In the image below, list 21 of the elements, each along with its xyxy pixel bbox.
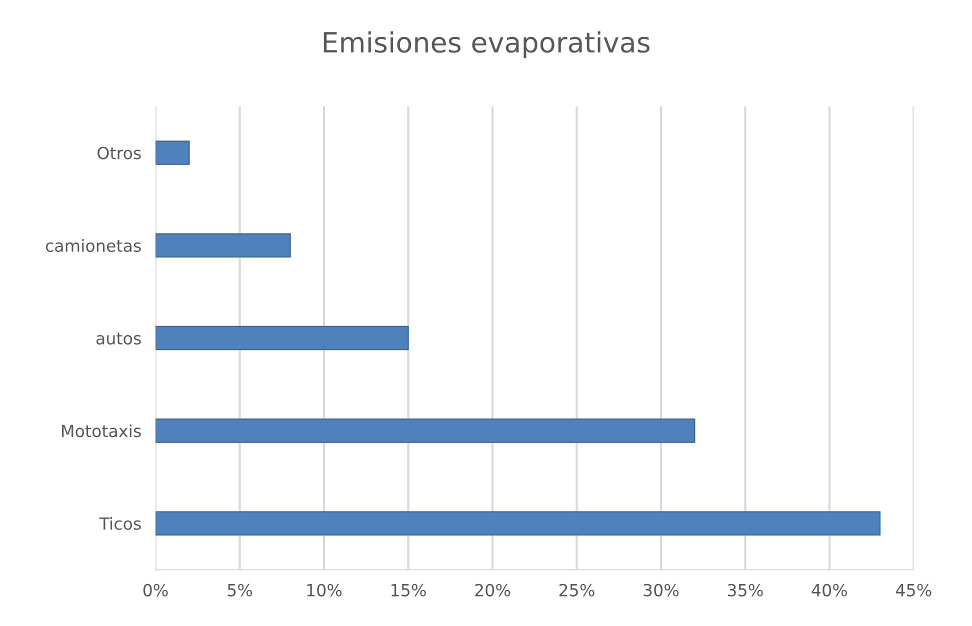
y-tick-label: Otros bbox=[98, 146, 141, 160]
chart-title: Emisiones evaporativas bbox=[324, 31, 650, 58]
x-tick-label: 20% bbox=[475, 584, 510, 596]
y-tick-label: camionetas bbox=[46, 239, 141, 252]
x-tick-label: 40% bbox=[812, 584, 848, 596]
y-tick-label: Ticos bbox=[99, 517, 141, 530]
bar bbox=[156, 140, 190, 165]
x-tick-label: 25% bbox=[559, 584, 594, 596]
x-tick-label: 45% bbox=[896, 584, 932, 596]
bar bbox=[156, 418, 696, 443]
bar bbox=[156, 326, 409, 350]
y-tick-label: autos bbox=[96, 332, 141, 345]
bar bbox=[156, 233, 291, 258]
y-tick-label: Mototaxis bbox=[62, 424, 141, 438]
x-tick-label: 15% bbox=[392, 584, 426, 596]
x-tick-label: 35% bbox=[728, 584, 763, 596]
x-tick-label: 10% bbox=[307, 584, 342, 596]
bar bbox=[156, 511, 881, 536]
x-tick-label: 0% bbox=[143, 584, 168, 596]
x-tick-label: 5% bbox=[228, 584, 252, 596]
x-tick-label: 30% bbox=[644, 584, 679, 596]
